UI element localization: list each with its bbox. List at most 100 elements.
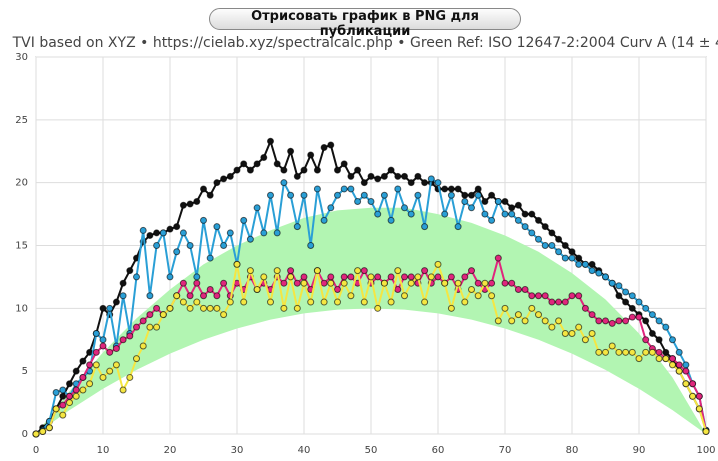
point [367,273,375,281]
point [394,185,402,193]
point [166,225,174,233]
point [106,367,114,375]
point [347,273,355,281]
point [86,380,94,388]
point [92,348,100,356]
point [139,226,147,234]
point [200,292,207,300]
point [595,348,603,356]
point [99,336,107,344]
point [642,348,650,356]
point [548,229,556,237]
point [327,141,335,149]
point [99,304,107,312]
point [474,279,482,287]
x-tick-label: 70 [499,445,512,456]
point [588,260,596,268]
point [206,254,214,262]
point [300,191,308,199]
point [112,298,120,306]
point [488,292,496,300]
point [441,185,449,193]
point [79,373,87,381]
point [461,198,469,206]
point [394,172,402,180]
point [133,323,140,331]
point [153,304,161,312]
point [628,313,636,321]
point [615,292,623,300]
point [521,285,529,293]
point [32,430,40,438]
point [72,386,80,394]
point [79,357,87,365]
point [240,298,248,306]
point [240,160,248,168]
point [193,198,201,206]
point [380,191,388,199]
point [494,317,502,325]
point [146,231,154,239]
point [307,242,315,249]
y-tick-label: 25 [15,115,28,126]
point [72,392,80,400]
point [360,179,368,187]
point [79,386,87,394]
point [628,304,636,312]
point [648,311,656,319]
point [635,298,643,306]
point [689,392,697,400]
point [407,279,415,287]
point [474,292,482,300]
point [401,172,408,180]
point [488,279,496,287]
x-tick-label: 80 [566,445,579,456]
point [494,198,502,206]
point [45,424,53,432]
point [622,348,630,356]
point [528,292,536,300]
point [468,191,475,199]
point [508,204,516,212]
point [615,317,623,325]
point [66,380,73,388]
point [226,229,234,237]
point [434,260,442,268]
point [159,311,167,319]
point [39,427,47,435]
export-button[interactable]: Отрисовать график в PNG для публикации [209,8,521,39]
point [52,389,60,397]
point [193,273,201,281]
point [179,201,187,209]
point [146,323,154,331]
point [133,273,140,281]
point [153,323,161,331]
point [126,332,134,340]
point [260,229,268,237]
point [300,166,308,174]
point [59,411,67,419]
point [119,292,127,300]
point [447,185,455,193]
point [99,342,107,350]
point [535,216,542,224]
point [380,279,388,287]
point [213,292,221,300]
point [139,317,147,325]
point [206,304,214,312]
point [220,279,228,287]
point [287,267,295,275]
point [220,311,228,319]
point [541,223,549,231]
point [213,304,221,312]
point [575,254,583,262]
point [387,273,395,281]
x-tick-label: 20 [164,445,177,456]
point [514,285,522,293]
point [608,319,616,327]
point [287,191,295,199]
point [669,361,676,369]
point [119,279,127,287]
point [380,172,388,180]
